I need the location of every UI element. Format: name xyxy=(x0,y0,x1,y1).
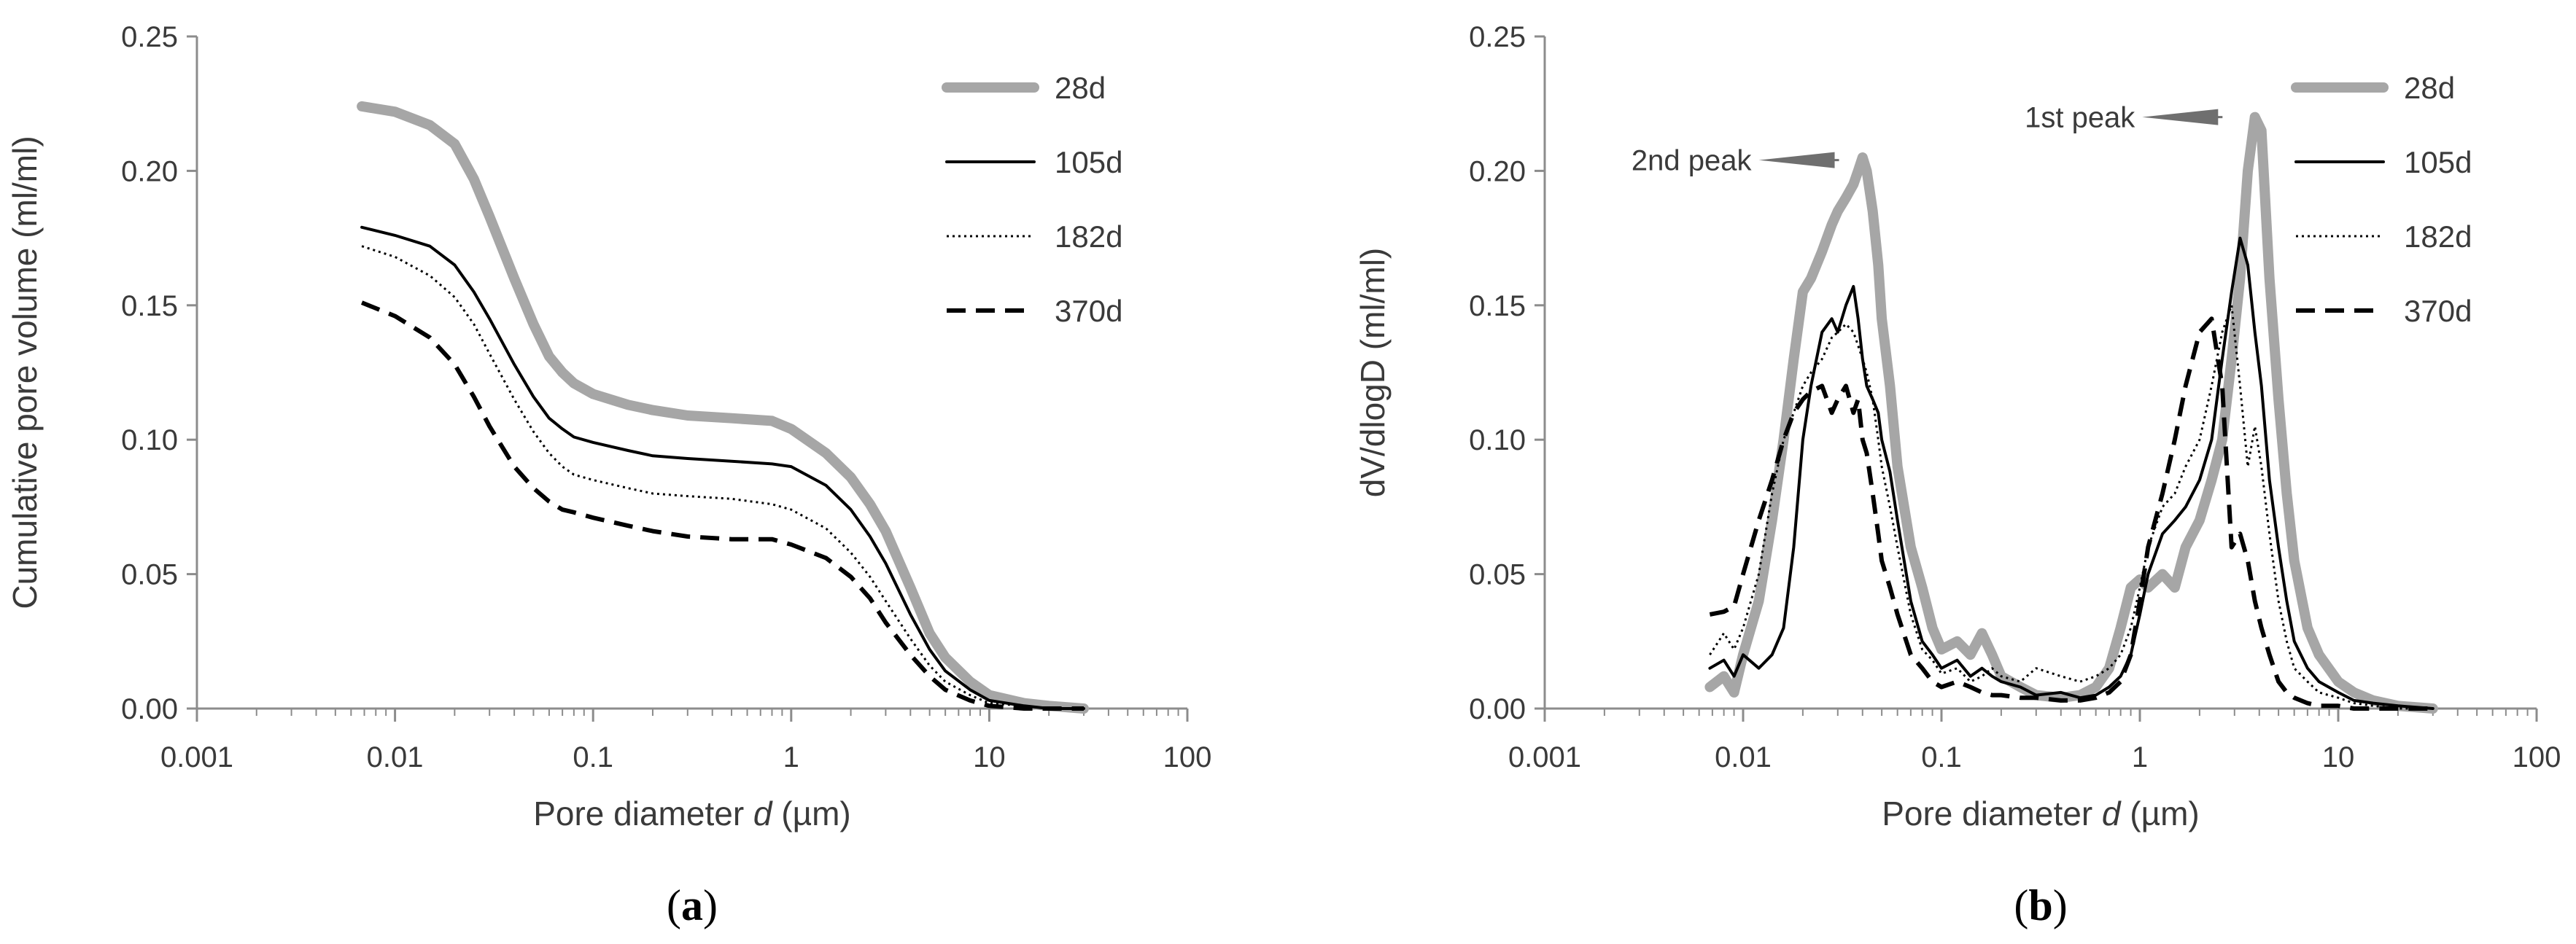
x-axis-label-prefix: Pore diameter xyxy=(1882,795,2102,832)
legend-label-28d: 28d xyxy=(2404,71,2455,105)
panel-b: 0.00 0.05 0.10 0.15 0.20 0.25 0.001 0.01 0.1 1 10 1… xyxy=(1354,21,2561,929)
y-tick-label: 0.05 xyxy=(1469,559,1526,591)
x-axis-label-suffix: (µm) xyxy=(2121,795,2200,832)
series-line-370d xyxy=(1709,316,2433,711)
x-tick-label: 0.1 xyxy=(573,741,613,773)
panel-label-open: ( xyxy=(667,881,681,929)
series-line-28d xyxy=(1704,112,2438,714)
y-axis-label: dV/dlogD (ml/ml) xyxy=(1354,248,1392,498)
y-tick-label: 0.25 xyxy=(1469,21,1526,53)
x-tick-label: 10 xyxy=(2322,741,2355,773)
panel-label-open: ( xyxy=(2014,881,2028,929)
x-axis-label: Pore diameter d (µm) xyxy=(533,795,851,832)
x-axis-label-suffix: (µm) xyxy=(772,795,851,832)
y-axis-label: Cumulative pore volume (ml/ml) xyxy=(6,136,44,609)
panel-label: (b) xyxy=(2014,881,2067,929)
panel-a: 0.00 0.05 0.10 0.15 0.20 0.25 0.001 0.01 0.1 1 10 1… xyxy=(6,21,1211,929)
series-line-105d xyxy=(360,225,1085,710)
y-tick-label: 0.25 xyxy=(121,21,178,53)
y-tick-label: 0.00 xyxy=(121,693,178,725)
x-tick-label: 1 xyxy=(2132,741,2148,773)
x-axis-label: Pore diameter d (µm) xyxy=(1882,795,2200,832)
series-line-105d xyxy=(1708,236,2435,710)
x-tick-label: 100 xyxy=(2513,741,2561,773)
legend-label-105d: 105d xyxy=(1055,145,1122,179)
legend-label-182d: 182d xyxy=(2404,219,2472,254)
series-line-182d xyxy=(1709,304,2433,710)
panel-label: (a) xyxy=(667,881,718,929)
x-tick-label: 0.001 xyxy=(1508,741,1581,773)
legend-label-370d: 370d xyxy=(2404,294,2472,328)
panel-label-close: ) xyxy=(703,881,718,929)
panel-label-letter: b xyxy=(2028,881,2052,929)
legend-label-28d: 28d xyxy=(1055,71,1106,105)
legend-label-182d: 182d xyxy=(1055,219,1122,254)
y-tick-label: 0.05 xyxy=(121,559,178,591)
x-tick-label: 0.001 xyxy=(160,741,233,773)
y-tick-label: 0.15 xyxy=(1469,290,1526,322)
panel-label-close: ) xyxy=(2053,881,2068,929)
x-tick-label: 10 xyxy=(973,741,1006,773)
y-tick-label: 0.10 xyxy=(121,424,178,456)
x-tick-label: 0.1 xyxy=(1921,741,1962,773)
legend-label-105d: 105d xyxy=(2404,145,2472,179)
annotation-label: 1st peak xyxy=(2025,102,2135,134)
x-axis-label-variable: d xyxy=(753,795,773,832)
y-tick-label: 0.00 xyxy=(1469,693,1526,725)
y-tick-label: 0.10 xyxy=(1469,424,1526,456)
annotation-arrow-head xyxy=(2142,109,2219,125)
series-line-370d xyxy=(360,300,1084,711)
series-line-28d xyxy=(357,101,1089,714)
x-axis-label-prefix: Pore diameter xyxy=(533,795,753,832)
x-tick-label: 0.01 xyxy=(1715,741,1772,773)
y-tick-label: 0.15 xyxy=(121,290,178,322)
series-line-182d xyxy=(361,245,1084,710)
x-tick-label: 100 xyxy=(1163,741,1212,773)
y-tick-label: 0.20 xyxy=(121,155,178,187)
panel-label-letter: a xyxy=(681,881,703,929)
x-tick-label: 0.01 xyxy=(367,741,424,773)
annotation-label: 2nd peak xyxy=(1632,145,1753,177)
legend-label-370d: 370d xyxy=(1055,294,1122,328)
x-tick-label: 1 xyxy=(783,741,799,773)
y-tick-label: 0.20 xyxy=(1469,155,1526,187)
annotation-arrow-head xyxy=(1758,152,1835,168)
x-axis-label-variable: d xyxy=(2102,795,2122,832)
